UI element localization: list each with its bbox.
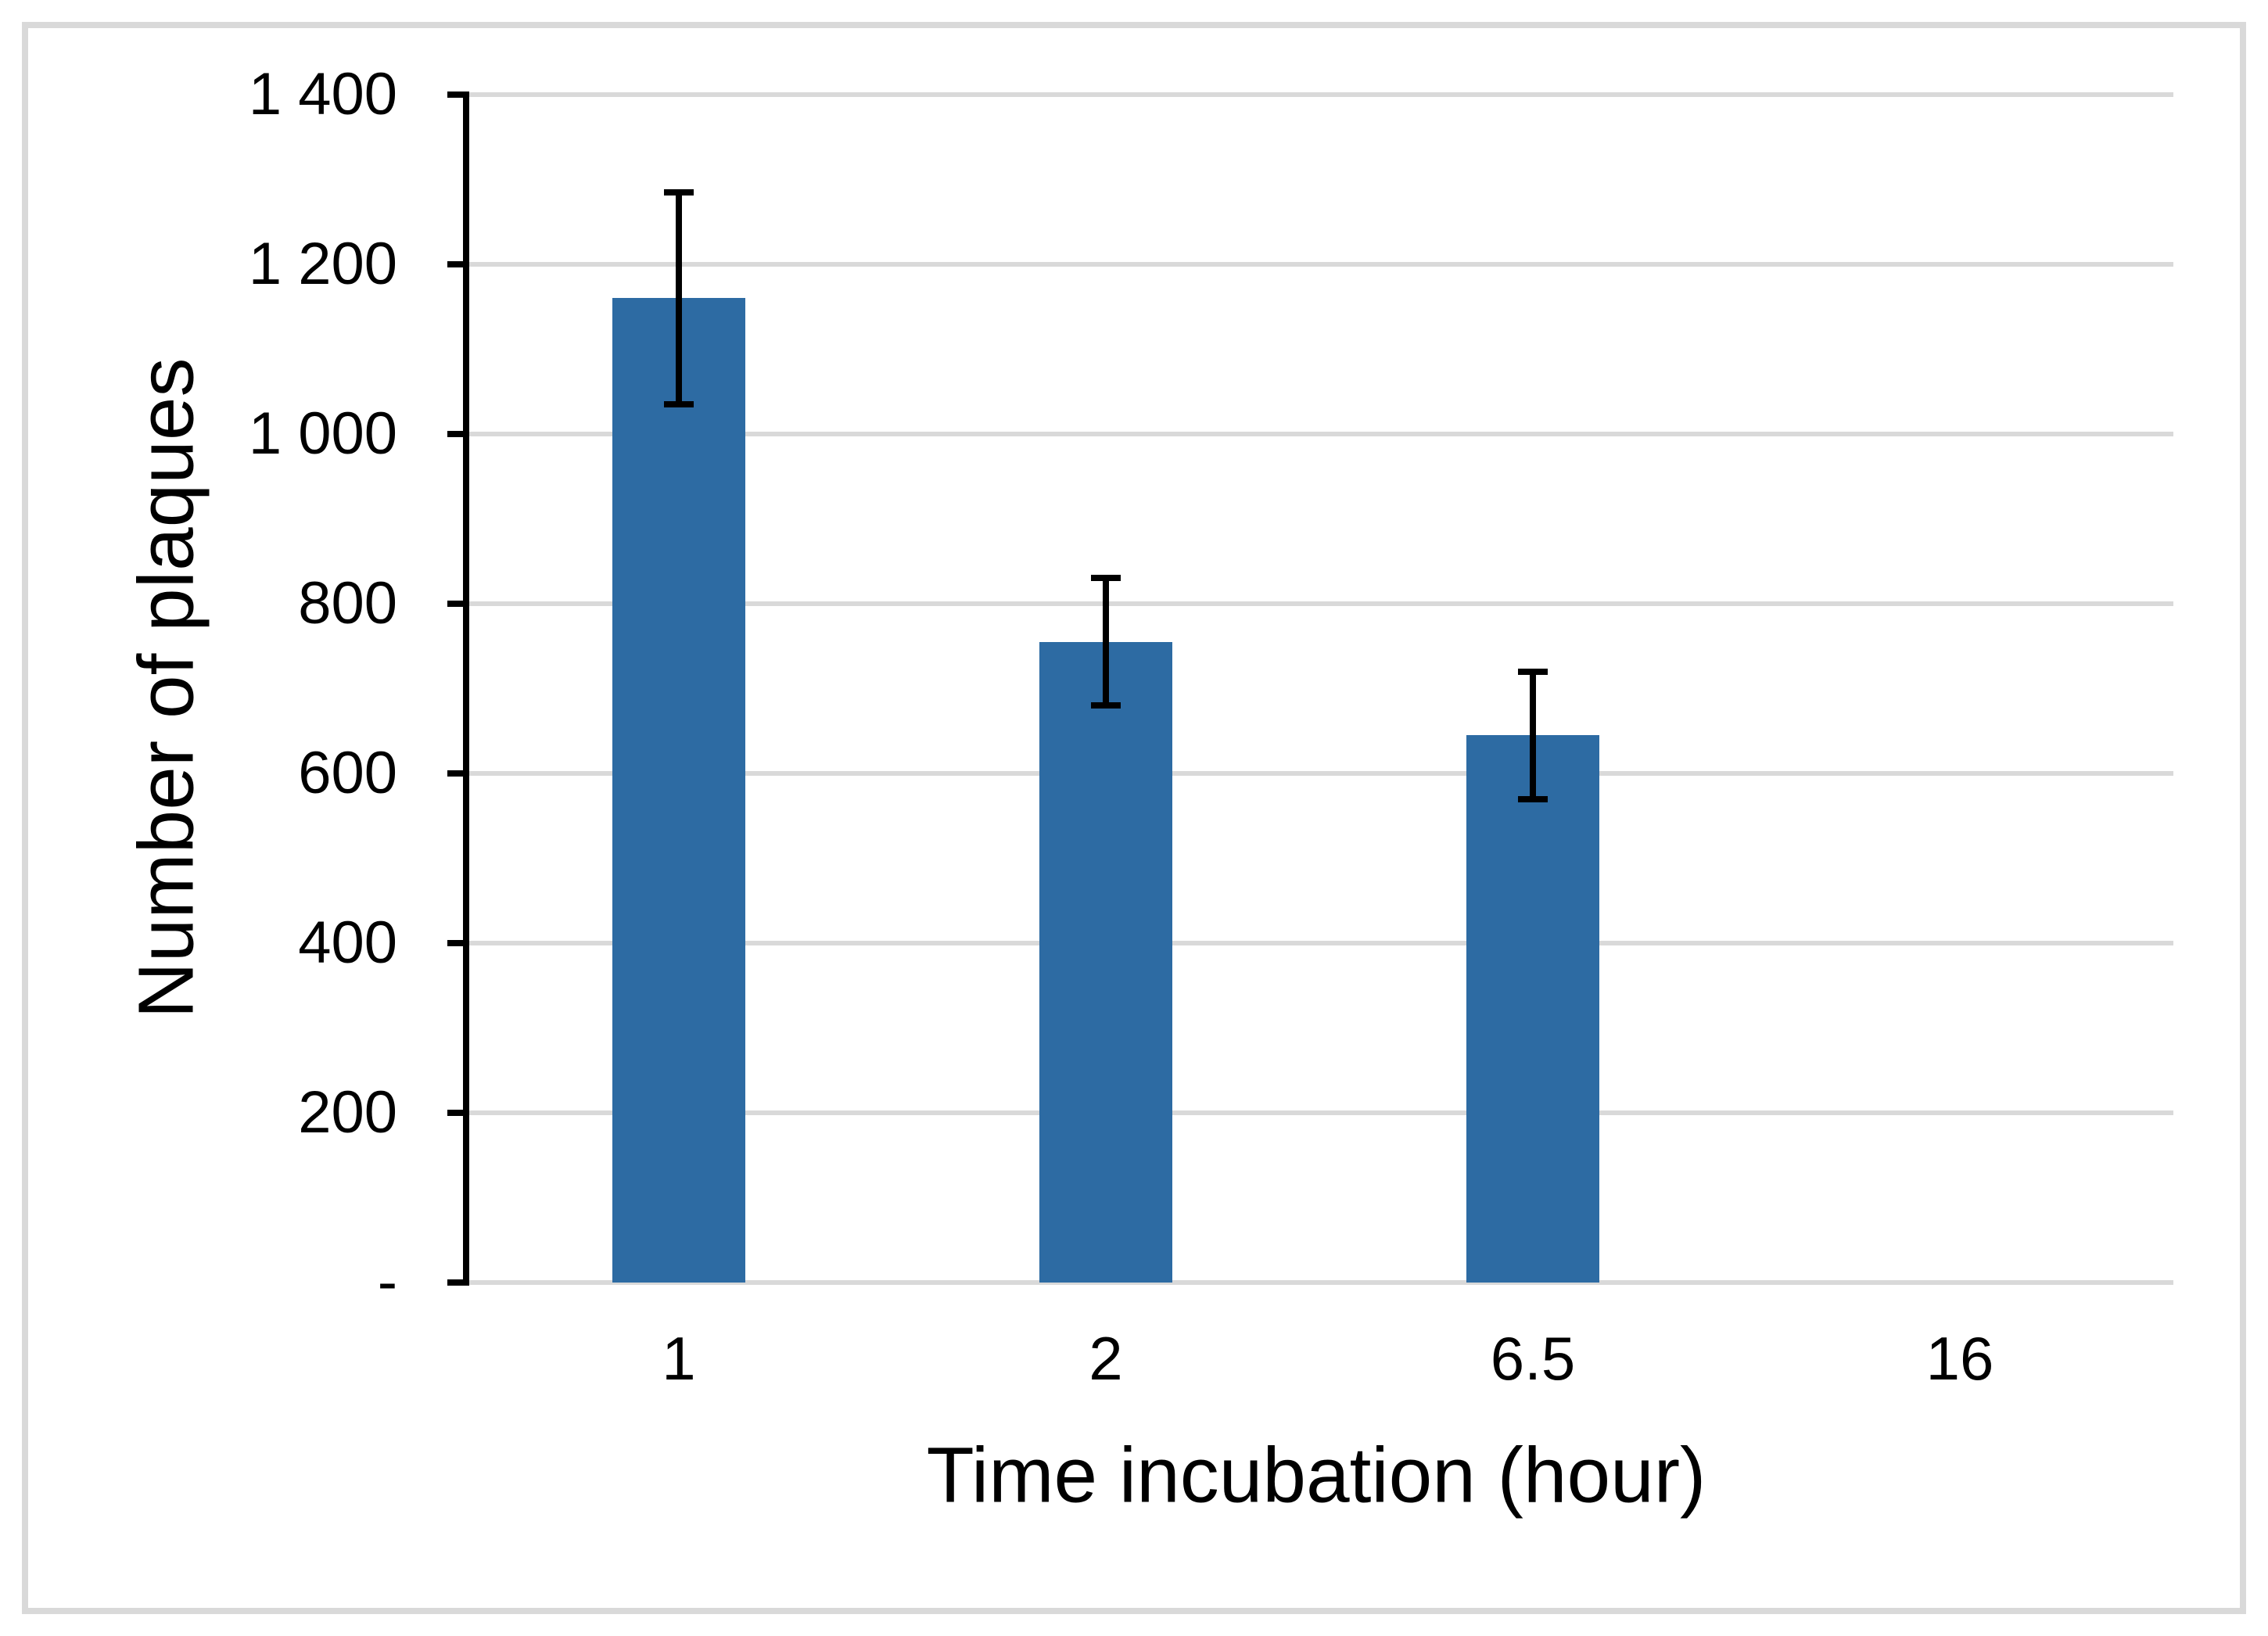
y-tick-label: 1 400 [248, 61, 397, 127]
y-tick-label: 1 200 [248, 231, 397, 297]
x-tick-label: 2 [1089, 1324, 1123, 1393]
x-tick-label: 6.5 [1490, 1324, 1576, 1393]
error-bar-cap [1518, 795, 1548, 802]
y-tick [447, 1279, 463, 1286]
gridline [469, 262, 2173, 267]
error-bar-cap [1091, 702, 1121, 709]
y-tick [447, 261, 463, 267]
y-tick-label: 1 000 [248, 400, 397, 467]
gridline [469, 941, 2173, 945]
y-tick-label: 400 [298, 909, 397, 976]
y-axis-title: Number of plaques [122, 357, 210, 1019]
y-tick [447, 1110, 463, 1116]
y-tick [447, 431, 463, 437]
error-bar-cap [1518, 668, 1548, 675]
y-tick-label: - [377, 1249, 397, 1315]
gridline [469, 601, 2173, 606]
error-bar-line [676, 192, 682, 405]
error-bar-line [1530, 671, 1536, 799]
error-bar-line [1103, 578, 1109, 706]
gridline [469, 92, 2173, 97]
error-bar-cap [664, 188, 694, 196]
y-tick-label: 800 [298, 570, 397, 637]
y-tick-label: 600 [298, 740, 397, 806]
y-tick [447, 770, 463, 777]
error-bar-cap [664, 401, 694, 408]
error-bar-cap [1091, 575, 1121, 582]
y-tick [447, 601, 463, 607]
bar [1466, 735, 1599, 1283]
bar [612, 298, 745, 1283]
y-tick-label: 200 [298, 1079, 397, 1146]
figure-border [22, 22, 2246, 1614]
gridline [469, 771, 2173, 776]
bar [1039, 641, 1172, 1283]
y-tick [447, 940, 463, 946]
y-axis-line [463, 91, 469, 1286]
x-tick-label: 1 [662, 1324, 696, 1393]
y-tick [447, 91, 463, 98]
gridline [469, 1110, 2173, 1115]
gridline [469, 432, 2173, 436]
x-tick-label: 16 [1925, 1324, 1994, 1393]
x-axis-title: Time incubation (hour) [926, 1431, 1706, 1519]
gridline [469, 1280, 2173, 1285]
